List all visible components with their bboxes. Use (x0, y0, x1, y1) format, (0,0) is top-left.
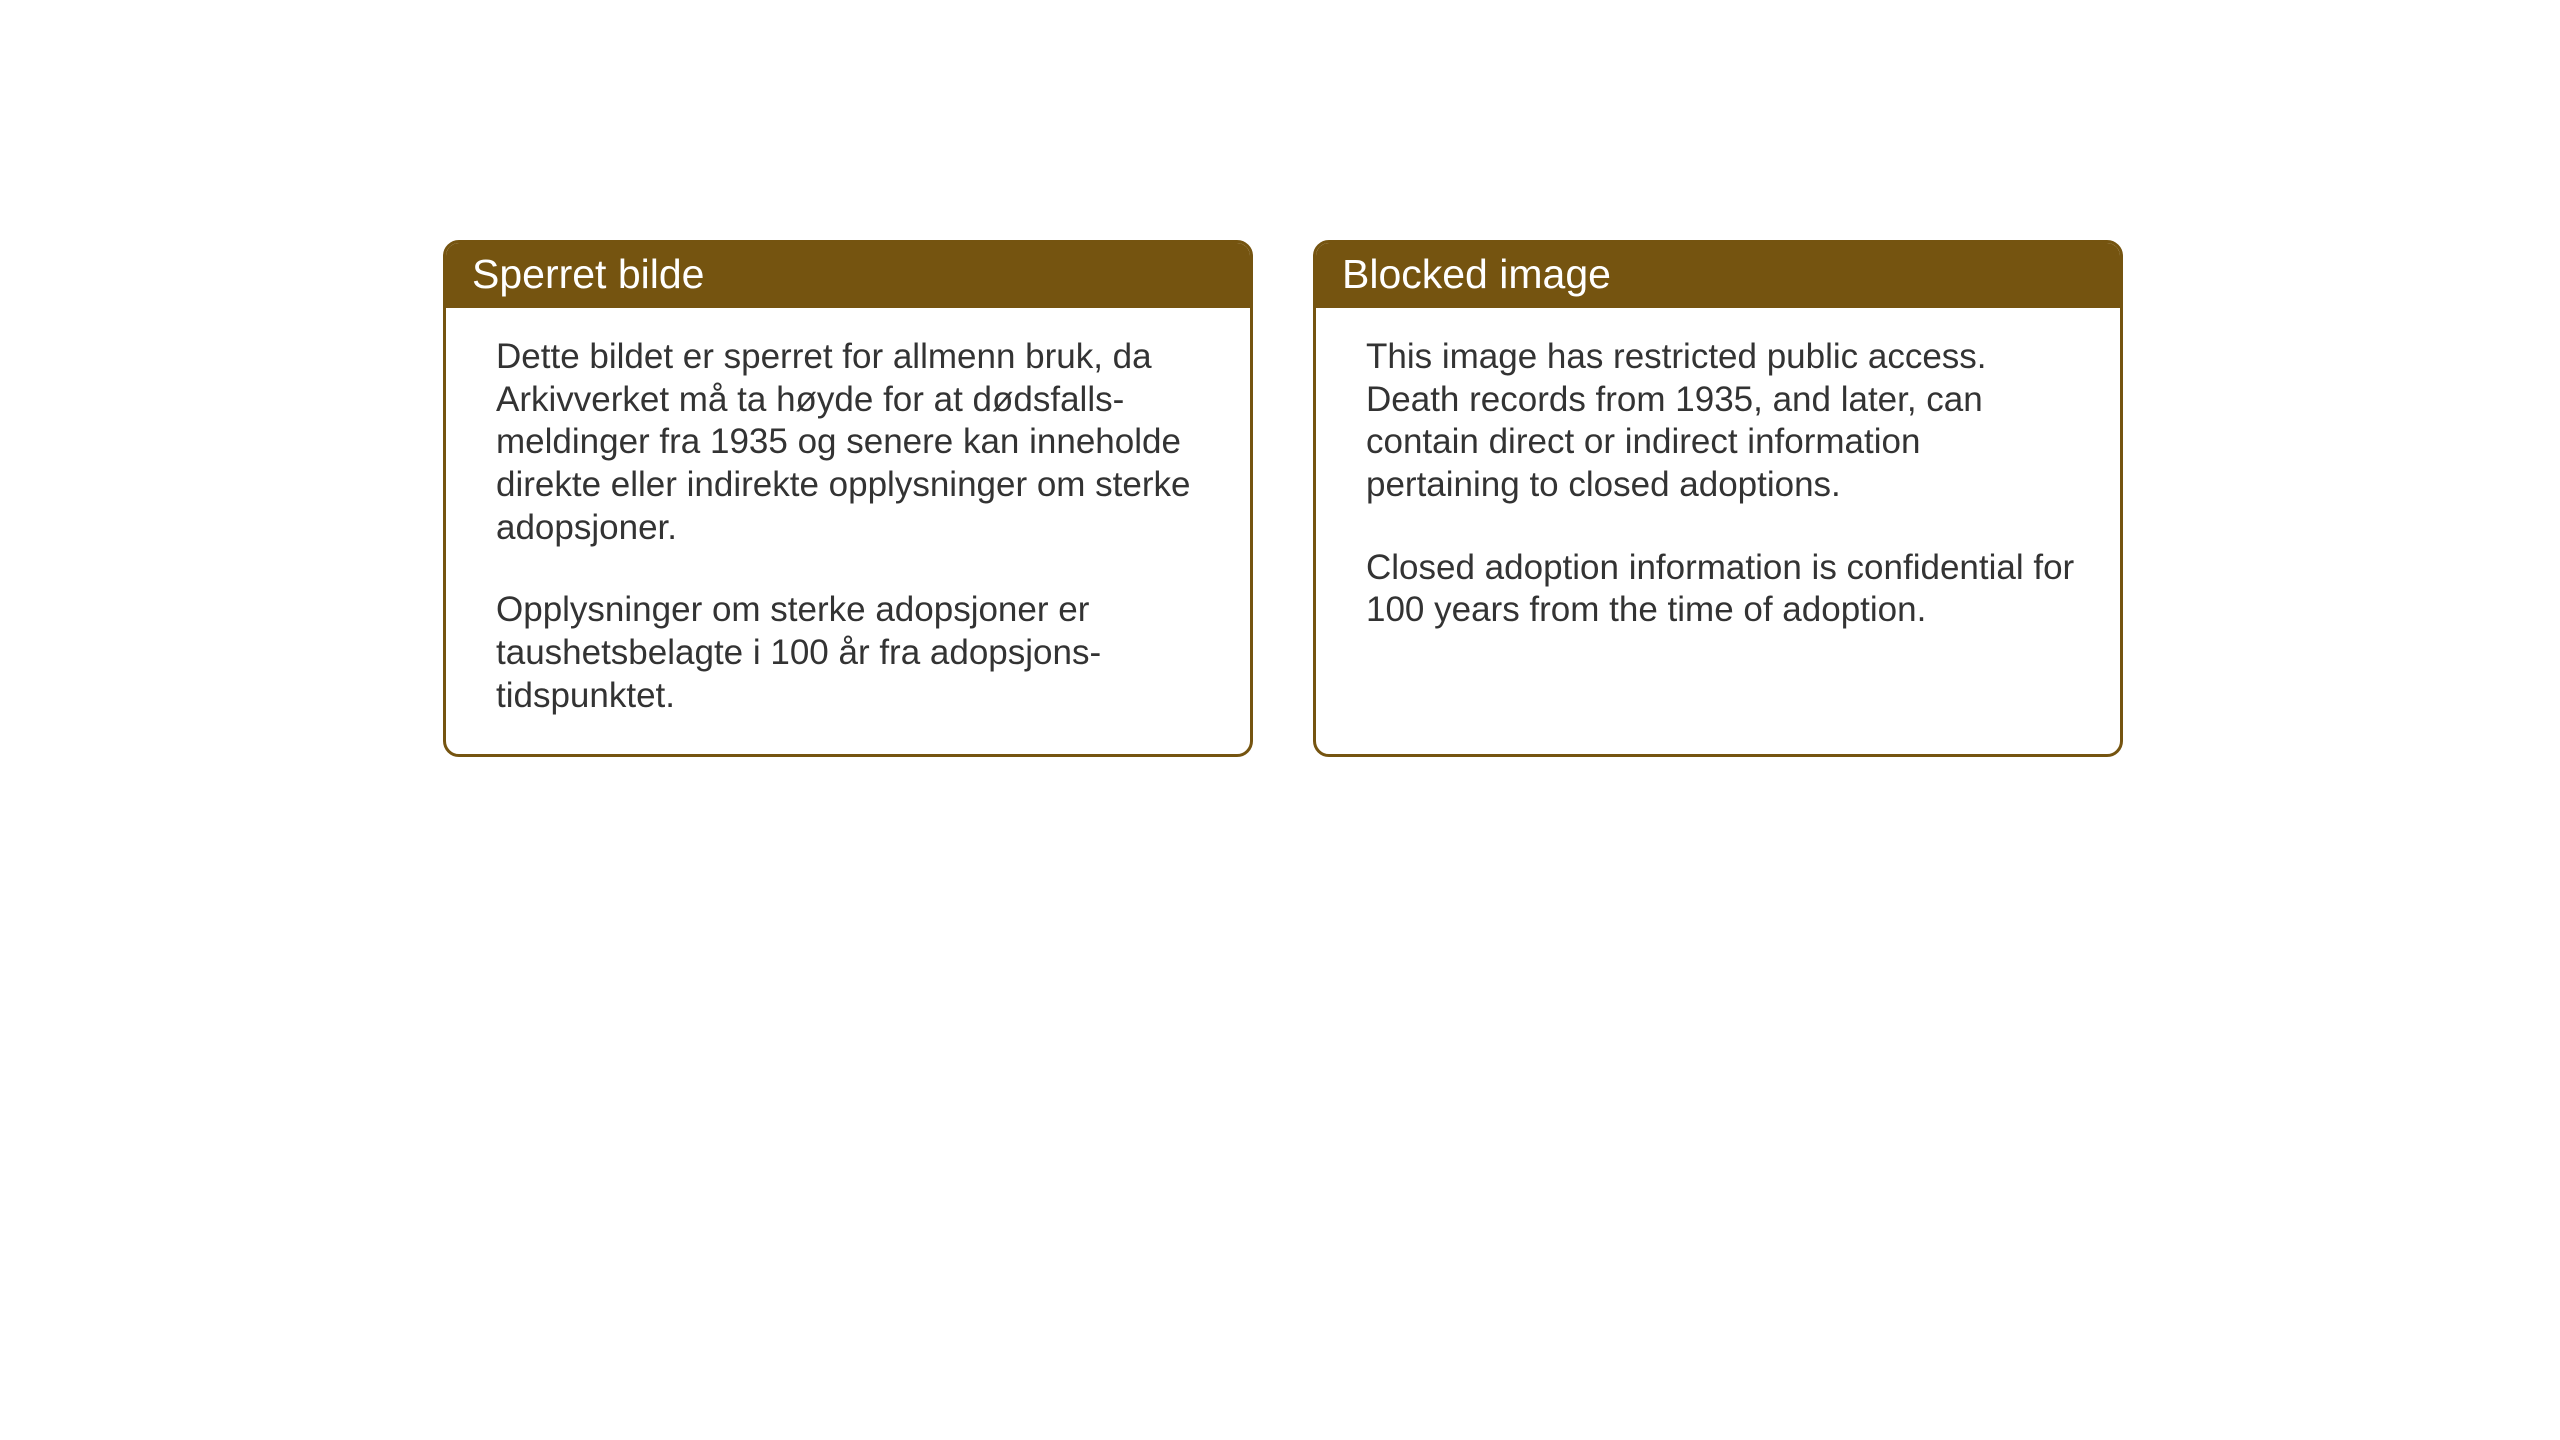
english-notice-card: Blocked image This image has restricted … (1313, 240, 2123, 757)
english-paragraph-2: Closed adoption information is confident… (1366, 547, 2080, 632)
notice-container: Sperret bilde Dette bildet er sperret fo… (443, 240, 2123, 757)
english-card-body: This image has restricted public access.… (1316, 308, 2120, 668)
norwegian-card-body: Dette bildet er sperret for allmenn bruk… (446, 308, 1250, 754)
norwegian-card-title: Sperret bilde (446, 243, 1250, 308)
norwegian-paragraph-2: Opplysninger om sterke adopsjoner er tau… (496, 589, 1210, 717)
norwegian-paragraph-1: Dette bildet er sperret for allmenn bruk… (496, 336, 1210, 549)
english-card-title: Blocked image (1316, 243, 2120, 308)
english-paragraph-1: This image has restricted public access.… (1366, 336, 2080, 507)
norwegian-notice-card: Sperret bilde Dette bildet er sperret fo… (443, 240, 1253, 757)
